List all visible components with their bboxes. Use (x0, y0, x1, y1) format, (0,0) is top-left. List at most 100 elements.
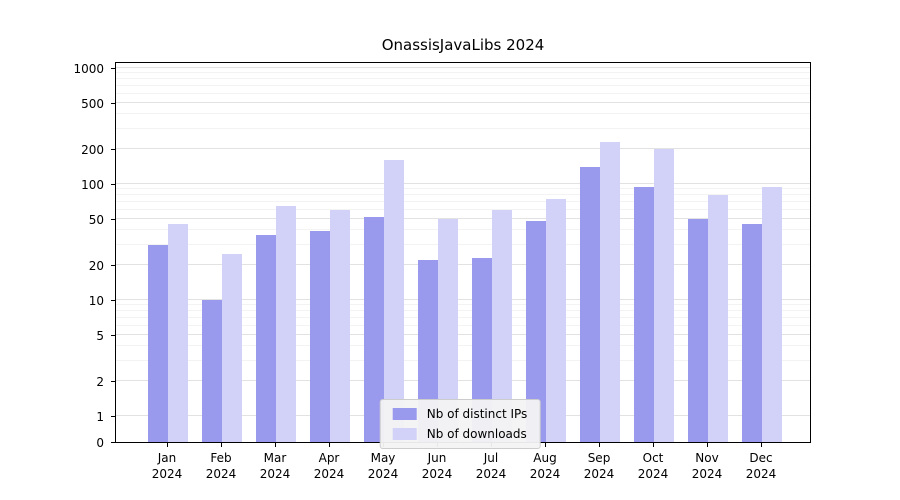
bar-distinct-ips (580, 167, 600, 442)
gridline (116, 299, 810, 300)
bar-distinct-ips (310, 231, 330, 442)
x-tick-month: Sep (587, 451, 611, 465)
x-tick-month: Nov (695, 451, 719, 465)
minor-gridline (116, 208, 810, 210)
x-tick-mark (329, 443, 330, 447)
x-tick-mark (275, 443, 276, 447)
x-tick-label: Jul 2024 (461, 450, 521, 482)
y-tick-mark (111, 265, 115, 267)
minor-gridline (116, 194, 810, 196)
bar-distinct-ips (688, 218, 708, 442)
bar-downloads (762, 186, 782, 442)
bar-distinct-ips (364, 216, 384, 442)
x-tick-year: 2024 (475, 467, 507, 481)
y-tick-label: 5 (96, 328, 104, 343)
x-tick-mark (707, 443, 708, 447)
bar-distinct-ips (148, 244, 168, 442)
bar-downloads (168, 224, 188, 442)
bar-distinct-ips (634, 186, 654, 442)
y-tick-label: 1 (96, 410, 104, 424)
gridline (116, 148, 810, 150)
x-tick-mark (599, 443, 600, 447)
minor-gridline (116, 229, 810, 231)
x-tick-month: Feb (210, 451, 232, 465)
bar-downloads (708, 195, 728, 442)
gridline (116, 183, 810, 184)
x-tick-month: Oct (642, 451, 664, 465)
legend-label-downloads: Nb of downloads (426, 427, 527, 441)
legend-item-downloads: Nb of downloads (392, 427, 528, 441)
minor-gridline (116, 345, 810, 347)
x-tick-month: Jan (157, 451, 177, 465)
x-tick-label: Nov 2024 (677, 450, 737, 482)
x-tick-label: Feb 2024 (191, 450, 251, 482)
minor-gridline (116, 188, 810, 190)
bar-downloads (546, 198, 566, 442)
bar-downloads (492, 209, 512, 442)
x-tick-label: Sep 2024 (569, 450, 629, 482)
bar-downloads (222, 253, 242, 442)
minor-gridline (116, 84, 810, 86)
gridline (116, 264, 810, 266)
minor-gridline (116, 72, 810, 74)
y-tick-mark (111, 442, 115, 443)
x-tick-year: 2024 (637, 467, 669, 481)
bar-distinct-ips (202, 300, 222, 442)
y-tick-mark (111, 68, 115, 69)
minor-gridline (116, 359, 810, 361)
x-tick-month: Jun (427, 451, 447, 465)
y-tick-label: 10 (88, 294, 104, 308)
gridline (116, 333, 810, 335)
gridline (116, 67, 810, 68)
bar-distinct-ips (256, 235, 276, 442)
y-tick-mark (111, 334, 115, 336)
minor-gridline (116, 304, 810, 306)
legend: Nb of distinct IPs Nb of downloads (379, 399, 541, 449)
x-tick-label: Aug 2024 (515, 450, 575, 482)
bar-downloads (600, 142, 620, 442)
plot-area (115, 62, 811, 443)
gridline (116, 217, 810, 219)
bar-distinct-ips (526, 220, 546, 442)
x-tick-label: May 2024 (353, 450, 413, 482)
bar-distinct-ips (472, 258, 492, 442)
x-tick-month: Aug (533, 451, 557, 465)
minor-gridline (116, 310, 810, 312)
y-tick-label: 500 (81, 96, 104, 111)
y-tick-mark (111, 149, 115, 151)
x-tick-month: Jul (483, 451, 499, 465)
x-tick-label: Oct 2024 (623, 450, 683, 482)
x-tick-year: 2024 (151, 467, 183, 481)
minor-gridline (116, 243, 810, 245)
y-tick-mark (111, 416, 115, 417)
x-tick-year: 2024 (313, 467, 345, 481)
bar-downloads (438, 218, 458, 442)
y-tick-mark (111, 184, 115, 185)
x-tick-year: 2024 (583, 467, 615, 481)
y-tick-mark (111, 218, 115, 220)
bar-distinct-ips (418, 260, 438, 442)
x-tick-mark (221, 443, 222, 447)
minor-gridline (116, 78, 810, 80)
x-tick-year: 2024 (367, 467, 399, 481)
legend-swatch-downloads (392, 428, 417, 440)
x-tick-label: Dec 2024 (731, 450, 791, 482)
x-tick-label: Mar 2024 (245, 450, 305, 482)
bar-downloads (654, 149, 674, 442)
x-tick-label: Jun 2024 (407, 450, 467, 482)
y-tick-mark (111, 102, 115, 104)
legend-swatch-distinct-ips (392, 408, 417, 420)
x-tick-month: May (370, 451, 396, 465)
y-tick-label: 0 (96, 436, 104, 450)
minor-gridline (116, 324, 810, 326)
x-tick-label: Apr 2024 (299, 450, 359, 482)
bar-downloads (276, 205, 296, 442)
y-tick-label: 2 (96, 375, 104, 390)
x-tick-month: Mar (263, 451, 287, 465)
x-tick-mark (167, 443, 168, 447)
gridline (116, 101, 810, 103)
y-tick-label: 20 (88, 259, 104, 274)
x-tick-year: 2024 (745, 467, 777, 481)
y-tick-label: 100 (81, 178, 104, 192)
